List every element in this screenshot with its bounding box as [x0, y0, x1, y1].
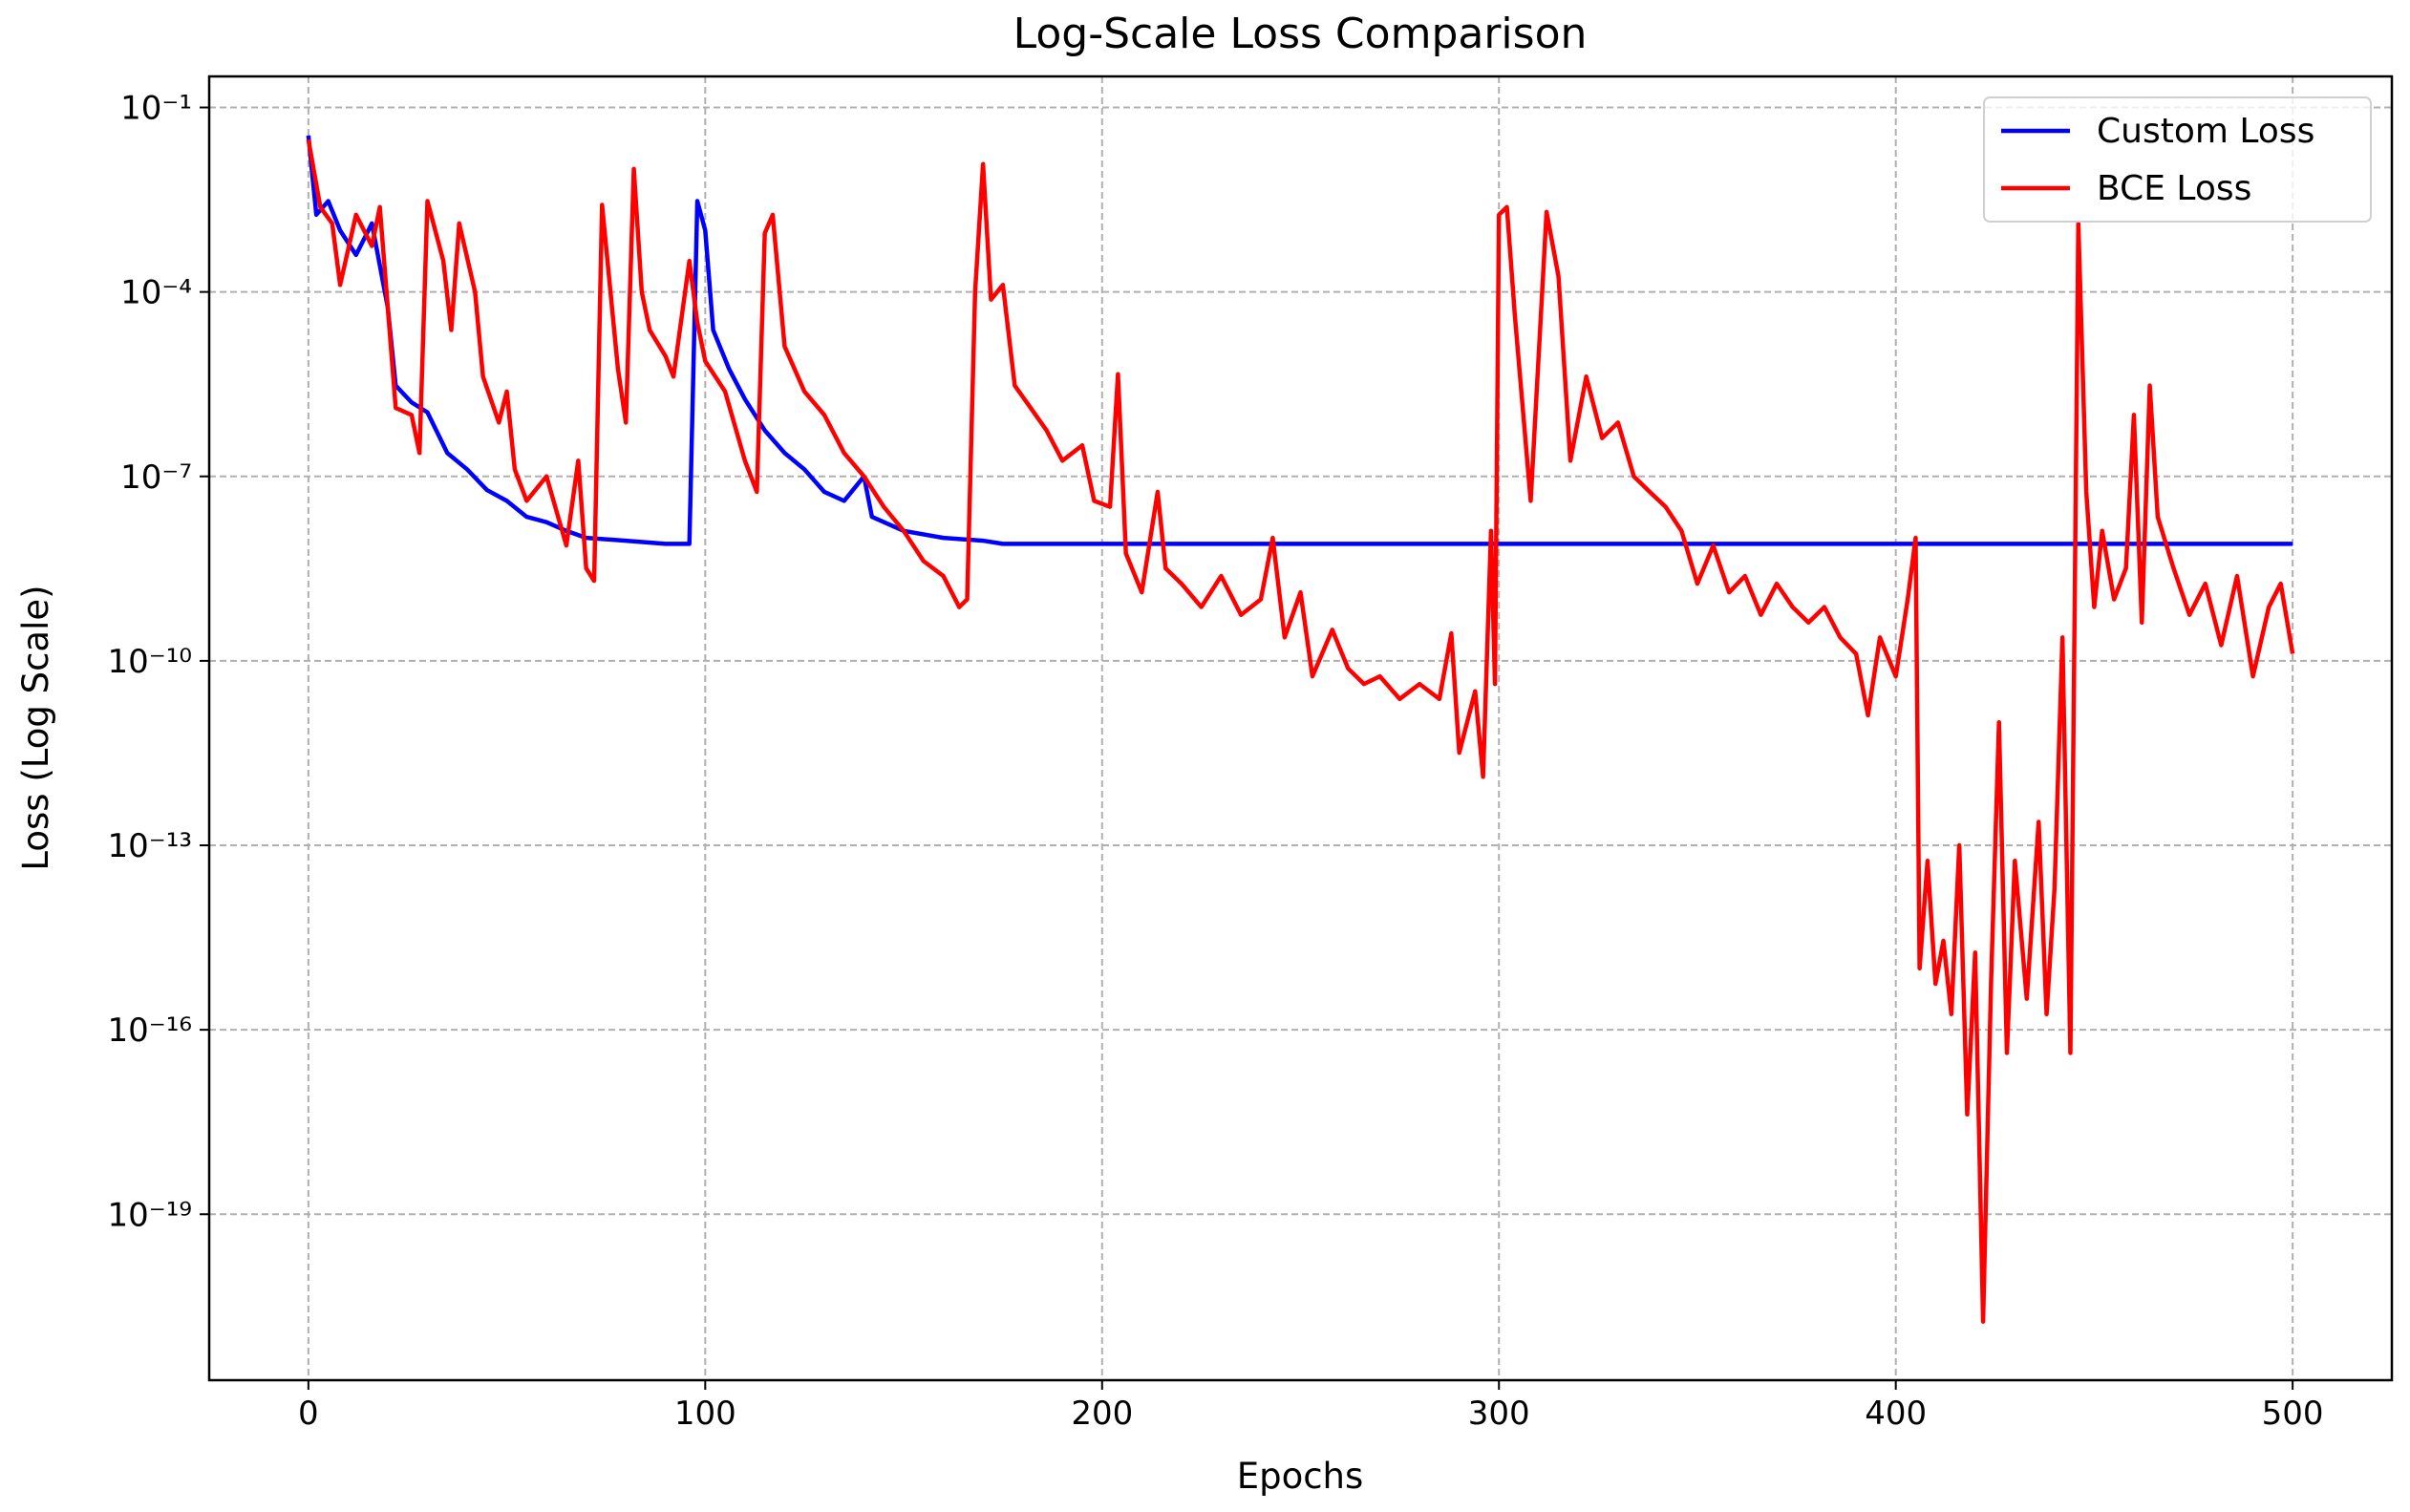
- y-axis-label: Loss (Log Scale): [15, 585, 56, 870]
- legend-label: Custom Loss: [2097, 112, 2314, 151]
- chart-title: Log-Scale Loss Comparison: [1013, 10, 1588, 58]
- x-tick-label: 400: [1865, 1395, 1927, 1433]
- legend-box: [1983, 96, 2372, 223]
- y-tick-label: 10⁻⁷: [120, 458, 192, 497]
- loss-line: [306, 138, 2295, 1324]
- y-tick-label: 10⁻¹³: [108, 827, 192, 865]
- y-tick-label: 10⁻¹⁰: [108, 643, 192, 681]
- x-tick-label: 500: [2262, 1395, 2324, 1433]
- x-axis-label: Epochs: [1237, 1456, 1364, 1497]
- x-tick-label: 0: [298, 1395, 319, 1433]
- y-tick-label: 10⁻¹⁶: [108, 1012, 192, 1050]
- y-tick-label: 10⁻¹⁹: [108, 1196, 192, 1234]
- legend-label: BCE Loss: [2097, 169, 2251, 208]
- y-tick-label: 10⁻¹: [120, 90, 192, 128]
- x-tick-label: 200: [1071, 1395, 1133, 1433]
- plot-frame: [207, 75, 2394, 1382]
- loss-line: [306, 135, 2293, 546]
- y-tick-label: 10⁻⁴: [120, 274, 192, 312]
- x-tick-label: 100: [674, 1395, 736, 1433]
- x-tick-label: 300: [1468, 1395, 1530, 1433]
